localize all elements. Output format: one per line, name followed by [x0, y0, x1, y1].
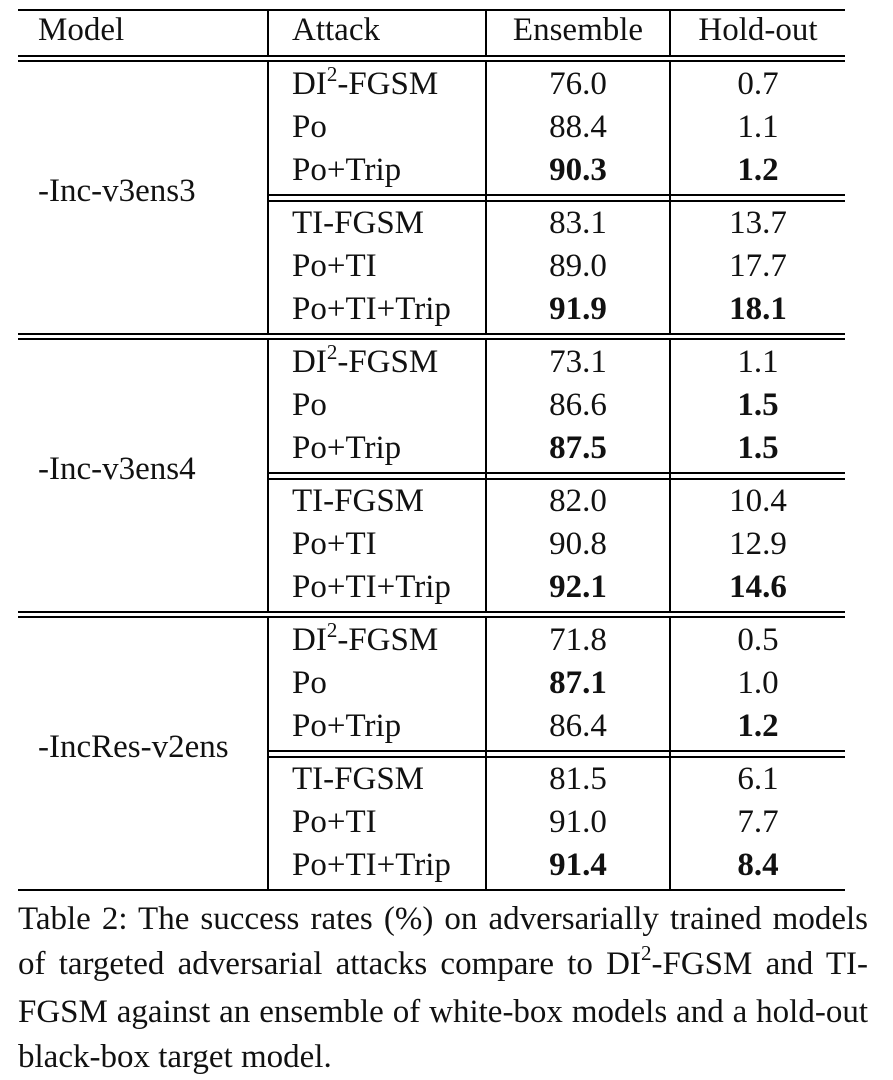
vertical-rule [267, 338, 269, 611]
ensemble-value: 71.8 [549, 622, 607, 658]
ensemble-value: 83.1 [549, 205, 607, 241]
horizontal-rule [18, 9, 845, 11]
vertical-rule [669, 60, 671, 333]
caption-superscript: 2 [640, 941, 652, 965]
holdout-value: 10.4 [729, 483, 787, 519]
ensemble-value: 81.5 [549, 761, 607, 797]
vertical-rule [267, 616, 269, 889]
holdout-value: 1.1 [737, 109, 779, 145]
holdout-value: 1.2 [737, 152, 779, 188]
horizontal-rule [18, 611, 845, 613]
caption-text-1: Table 2: The success rates (%) on advers… [18, 901, 868, 982]
holdout-value: 13.7 [729, 205, 787, 241]
horizontal-rule [268, 194, 845, 196]
holdout-value: 1.0 [737, 665, 779, 701]
attack-name: TI-FGSM [292, 483, 425, 519]
horizontal-rule [268, 478, 845, 480]
attack-name: Po+Trip [292, 430, 402, 466]
holdout-value: 17.7 [729, 248, 787, 284]
attack-name: Po+TI [292, 804, 377, 840]
horizontal-rule [268, 200, 845, 202]
attack-name: Po [292, 109, 327, 145]
header-model: Model [38, 12, 125, 48]
holdout-value: 18.1 [729, 291, 787, 327]
holdout-value: 7.7 [737, 804, 779, 840]
vertical-rule [485, 9, 487, 56]
attack-superscript: 2 [326, 340, 338, 364]
table-caption: Table 2: The success rates (%) on advers… [18, 897, 868, 1080]
holdout-value: 1.2 [737, 708, 779, 744]
horizontal-rule [18, 60, 845, 62]
vertical-rule [267, 9, 269, 56]
attack-name-prefix: DI [292, 622, 327, 658]
horizontal-rule [18, 333, 845, 335]
holdout-value: 0.7 [737, 66, 779, 102]
holdout-value: 1.5 [737, 430, 779, 466]
attack-name-suffix: -FGSM [337, 66, 439, 102]
vertical-rule [485, 60, 487, 333]
attack-name: Po+Trip [292, 152, 402, 188]
vertical-rule [669, 616, 671, 889]
model-label: -IncRes-v2ens [38, 729, 229, 765]
ensemble-value: 91.0 [549, 804, 607, 840]
vertical-rule [267, 60, 269, 333]
attack-name: DI2-FGSM [292, 340, 439, 380]
attack-name: Po [292, 387, 327, 423]
attack-name-suffix: -FGSM [337, 622, 439, 658]
ensemble-value: 89.0 [549, 248, 607, 284]
horizontal-rule [18, 889, 845, 891]
vertical-rule [485, 338, 487, 611]
ensemble-value: 86.6 [549, 387, 607, 423]
vertical-rule [669, 9, 671, 56]
model-label: -Inc-v3ens3 [38, 173, 196, 209]
ensemble-value: 87.1 [549, 665, 607, 701]
horizontal-rule [268, 756, 845, 758]
holdout-value: 8.4 [737, 847, 779, 883]
horizontal-rule [268, 750, 845, 752]
attack-name-prefix: DI [292, 66, 327, 102]
attack-name: Po+TI+Trip [292, 569, 451, 605]
vertical-rule [485, 616, 487, 889]
attack-name: DI2-FGSM [292, 62, 439, 102]
ensemble-value: 91.9 [549, 291, 607, 327]
holdout-value: 14.6 [729, 569, 787, 605]
ensemble-value: 91.4 [549, 847, 607, 883]
horizontal-rule [18, 338, 845, 340]
holdout-value: 0.5 [737, 622, 779, 658]
ensemble-value: 87.5 [549, 430, 607, 466]
holdout-value: 1.5 [737, 387, 779, 423]
horizontal-rule [18, 55, 845, 57]
attack-name: Po+TI+Trip [292, 847, 451, 883]
attack-name: TI-FGSM [292, 761, 425, 797]
holdout-value: 6.1 [737, 761, 779, 797]
attack-superscript: 2 [326, 618, 338, 642]
attack-name: Po+Trip [292, 708, 402, 744]
attack-name: TI-FGSM [292, 205, 425, 241]
attack-name: Po [292, 665, 327, 701]
attack-name-suffix: -FGSM [337, 344, 439, 380]
attack-superscript: 2 [326, 62, 338, 86]
header-attack: Attack [292, 12, 380, 48]
ensemble-value: 86.4 [549, 708, 607, 744]
ensemble-value: 82.0 [549, 483, 607, 519]
horizontal-rule [268, 472, 845, 474]
ensemble-value: 90.3 [549, 152, 607, 188]
vertical-rule [669, 338, 671, 611]
ensemble-value: 90.8 [549, 526, 607, 562]
attack-name: Po+TI+Trip [292, 291, 451, 327]
attack-name: DI2-FGSM [292, 618, 439, 658]
attack-name: Po+TI [292, 526, 377, 562]
header-ensemble: Ensemble [512, 12, 644, 48]
holdout-value: 12.9 [729, 526, 787, 562]
attack-name: Po+TI [292, 248, 377, 284]
horizontal-rule [18, 616, 845, 618]
holdout-value: 1.1 [737, 344, 779, 380]
attack-name-prefix: DI [292, 344, 327, 380]
ensemble-value: 88.4 [549, 109, 607, 145]
header-holdout: Hold-out [698, 12, 818, 48]
ensemble-value: 73.1 [549, 344, 607, 380]
ensemble-value: 76.0 [549, 66, 607, 102]
model-label: -Inc-v3ens4 [38, 451, 196, 487]
ensemble-value: 92.1 [549, 569, 607, 605]
